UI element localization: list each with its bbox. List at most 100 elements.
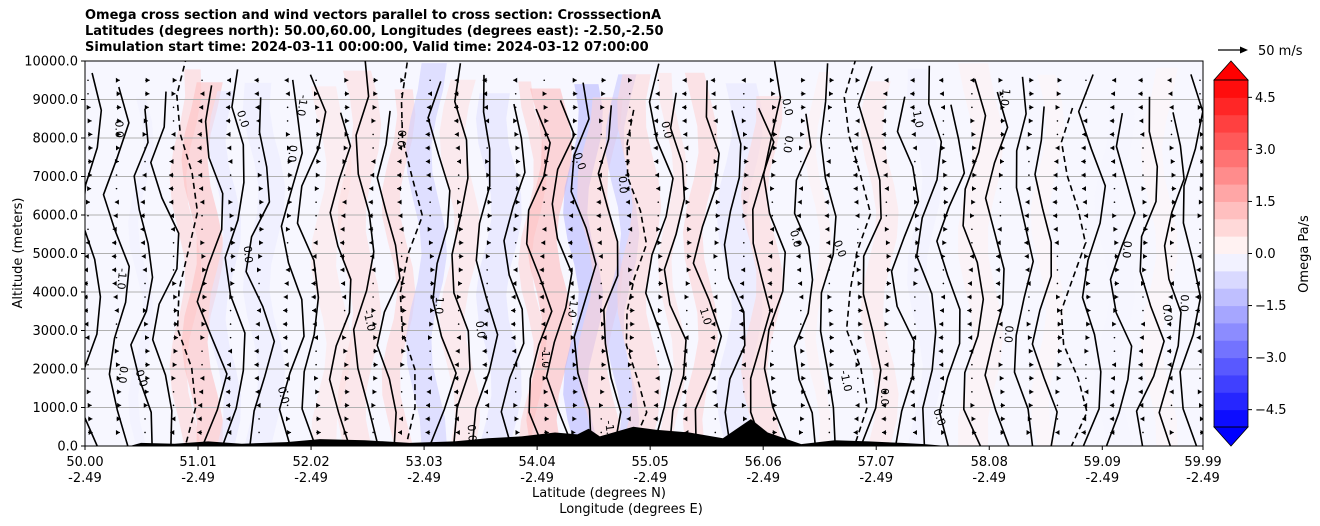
wind-vector xyxy=(629,321,635,327)
wind-vector xyxy=(941,145,946,151)
x-tick-label-lat: 59.99 xyxy=(1184,455,1221,470)
wind-vector xyxy=(741,402,746,408)
wind-vector xyxy=(285,226,290,232)
wind-vector xyxy=(145,77,150,83)
wind-vector xyxy=(173,335,179,341)
wind-vector xyxy=(115,187,118,190)
colorbar-tick-label: 4.5 xyxy=(1255,91,1276,106)
wind-vector xyxy=(140,226,146,232)
contour-line xyxy=(328,112,352,446)
wind-vector xyxy=(1138,77,1143,83)
wind-vector xyxy=(911,131,916,137)
wind-vector xyxy=(1111,91,1116,97)
wind-vector xyxy=(514,377,517,380)
wind-vector xyxy=(855,402,860,408)
wind-vector xyxy=(168,186,174,192)
contour-label: 0.0 xyxy=(930,407,948,428)
wind-vector xyxy=(172,280,177,286)
wind-vector xyxy=(886,294,891,300)
contour-label: 0.0 xyxy=(571,151,589,172)
wind-vector xyxy=(653,131,659,137)
wind-vector xyxy=(971,131,976,137)
wind-vector xyxy=(1028,160,1030,163)
wind-vector xyxy=(1082,416,1087,422)
wind-vector xyxy=(429,350,431,352)
wind-vector xyxy=(1169,240,1174,246)
y-axis-label: Altitude (meters) xyxy=(11,198,26,309)
wind-vector xyxy=(1170,255,1173,258)
wind-vector xyxy=(544,131,549,137)
wind-vector xyxy=(373,77,378,83)
wind-vector xyxy=(198,402,203,408)
wind-vector xyxy=(996,240,1001,246)
wind-vector xyxy=(458,240,464,246)
wind-vector xyxy=(1000,118,1005,124)
wind-vector xyxy=(454,77,459,83)
wind-vector xyxy=(227,429,232,435)
wind-vector xyxy=(88,131,93,137)
contour-line xyxy=(1060,107,1088,446)
wind-vector xyxy=(486,431,488,434)
colorbar-segment xyxy=(1214,218,1248,237)
y-tick-label: 10000.0 xyxy=(24,55,78,70)
wind-vector xyxy=(1140,321,1145,327)
contour-label: 0.0 xyxy=(473,320,488,339)
wind-vector xyxy=(256,402,261,408)
wind-vector xyxy=(826,159,831,165)
wind-vector xyxy=(857,335,862,341)
wind-vector xyxy=(1138,389,1143,395)
wind-vector xyxy=(426,118,431,124)
wind-vector xyxy=(1110,104,1115,110)
wind-vector xyxy=(285,91,290,97)
wind-vector xyxy=(515,186,521,192)
wind-vector xyxy=(1112,77,1117,83)
contour-label: 0.0 xyxy=(275,385,292,405)
wind-vector xyxy=(483,389,488,395)
wind-vector xyxy=(710,77,716,83)
omega-band xyxy=(526,88,573,446)
wind-vector xyxy=(828,133,831,136)
wind-vector xyxy=(828,404,831,407)
wind-vector xyxy=(1197,104,1202,110)
wind-vector xyxy=(1028,77,1034,83)
wind-vector xyxy=(486,282,488,285)
wind-vector xyxy=(885,336,888,339)
wind-vector xyxy=(967,308,972,314)
contour-label: 0.0 xyxy=(616,176,630,194)
wind-vector xyxy=(144,431,146,434)
wind-vector xyxy=(114,308,119,314)
wind-vector xyxy=(114,199,119,205)
wind-vector xyxy=(1056,418,1059,420)
wind-vector xyxy=(625,159,630,165)
wind-vector xyxy=(1114,240,1119,246)
wind-vector xyxy=(710,362,716,368)
wind-vector xyxy=(425,416,431,422)
wind-vector xyxy=(316,402,321,408)
y-tick-label: 0.0 xyxy=(57,440,78,455)
wind-vector xyxy=(170,226,175,232)
wind-vector xyxy=(914,240,920,246)
wind-vector xyxy=(1028,104,1034,110)
wind-vector xyxy=(344,131,349,137)
wind-vector xyxy=(1168,91,1173,97)
wind-vector xyxy=(1028,362,1034,368)
wind-vector xyxy=(997,308,1002,314)
wind-vector xyxy=(144,160,146,163)
wind-vector xyxy=(513,118,518,124)
wind-vector xyxy=(1113,350,1116,352)
wind-vector xyxy=(1140,416,1145,422)
wind-vector xyxy=(373,375,378,381)
x-axis-label-longitude: Longitude (degrees E) xyxy=(559,502,703,517)
wind-vector xyxy=(257,172,262,178)
wind-vector xyxy=(1138,104,1143,110)
wind-vector xyxy=(712,104,717,110)
wind-vector xyxy=(685,309,688,312)
contour-label: 1.0 xyxy=(432,296,446,314)
wind-vector xyxy=(1113,226,1118,232)
wind-vector xyxy=(458,213,463,219)
wind-vector xyxy=(682,389,687,395)
wind-vector xyxy=(886,280,891,286)
wind-vector xyxy=(457,199,462,205)
wind-vector xyxy=(544,118,549,124)
wind-vector xyxy=(886,267,892,273)
